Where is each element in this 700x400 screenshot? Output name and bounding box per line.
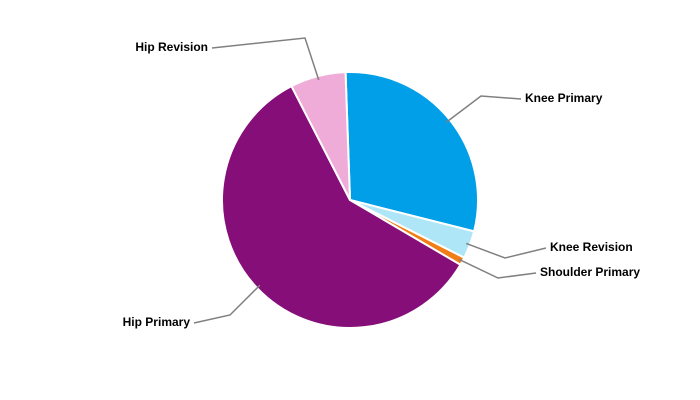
- slice-label: Hip Primary: [123, 315, 191, 329]
- slice-label: Shoulder Primary: [540, 265, 640, 279]
- pie: [221, 71, 479, 329]
- slice-label: Knee Primary: [525, 91, 603, 105]
- leader-line: [211, 37, 320, 81]
- slice-label: Hip Revision: [135, 40, 208, 54]
- leader-line: [465, 242, 547, 259]
- leader-line: [458, 258, 537, 279]
- slice-label: Knee Revision: [550, 240, 633, 254]
- leader-line: [193, 284, 261, 324]
- leader-line: [446, 95, 522, 123]
